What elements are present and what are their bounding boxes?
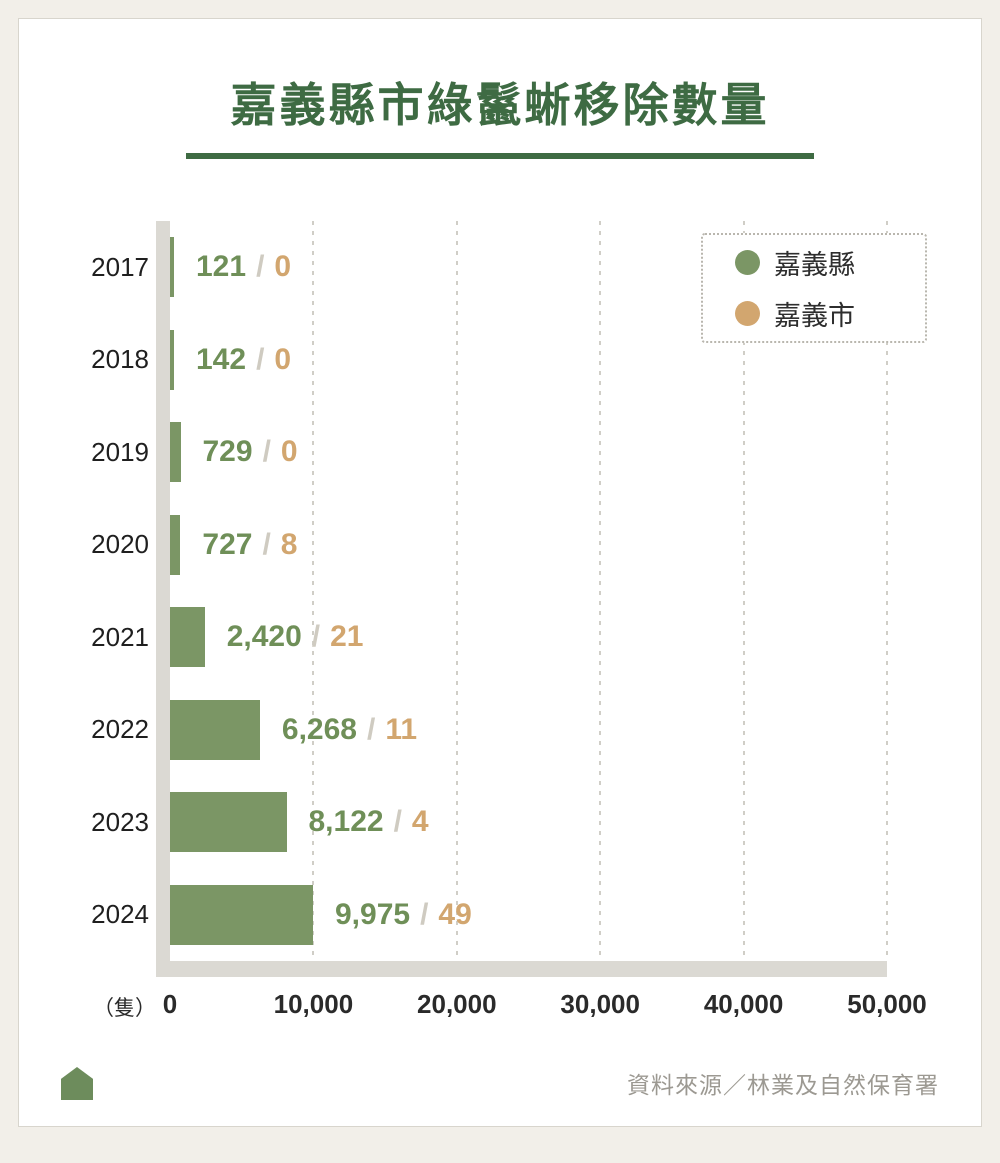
source-text: 資料來源／林業及自然保育署 bbox=[627, 1072, 939, 1098]
value-label: 9,975 / 49 bbox=[335, 898, 472, 932]
county-bar bbox=[170, 699, 260, 760]
county-bar bbox=[170, 514, 181, 575]
legend-dot bbox=[735, 301, 760, 326]
city-value: 4 bbox=[411, 805, 429, 839]
city-value: 49 bbox=[438, 897, 472, 931]
gridline-10,000 bbox=[312, 221, 315, 961]
unit-label: （隻） bbox=[93, 997, 156, 1020]
bar-track: 9,975 / 49 bbox=[170, 884, 983, 945]
chart-row-2022: 2022 6,268 / 11 bbox=[19, 684, 983, 777]
county-value: 727 bbox=[202, 527, 253, 561]
county-value: 121 bbox=[196, 250, 247, 284]
chart-row-2018: 2018 142 / 0 bbox=[19, 314, 983, 407]
county-value: 729 bbox=[202, 435, 253, 469]
legend: 嘉義縣 嘉義市 bbox=[701, 233, 927, 343]
county-bar bbox=[170, 792, 287, 853]
value-slash: / bbox=[311, 620, 321, 654]
year-label: 2022 bbox=[91, 714, 149, 745]
chart-row-2017: 2017 121 / 0 bbox=[19, 221, 983, 314]
county-bar bbox=[170, 607, 205, 668]
city-value: 0 bbox=[280, 435, 298, 469]
x-axis-ticks: （隻） 0 10,000 20,000 30,000 40,000 50,000 bbox=[93, 989, 927, 1029]
house-icon bbox=[61, 1067, 93, 1100]
value-slash: / bbox=[262, 527, 271, 561]
chart-row-2023: 2023 8,122 / 4 bbox=[19, 776, 983, 869]
value-label: 6,268 / 11 bbox=[282, 713, 417, 747]
title-underline bbox=[186, 153, 814, 159]
bar-track: 142 / 0 bbox=[170, 329, 983, 390]
year-label: 2021 bbox=[91, 621, 149, 652]
county-value: 8,122 bbox=[308, 805, 384, 839]
value-label: 142 / 0 bbox=[196, 343, 291, 377]
value-label: 121 / 0 bbox=[196, 250, 291, 284]
year-label: 2023 bbox=[91, 806, 149, 837]
chart-rows: 2017 121 / 0 2018 142 / 0 2019 729 / 0 2020 727 / 8 2021… bbox=[19, 221, 983, 961]
chart-row-2021: 2021 2,420 / 21 bbox=[19, 591, 983, 684]
y-axis-bar bbox=[156, 221, 170, 961]
x-tick-20,000: 20,000 bbox=[417, 989, 497, 1019]
x-axis-bar bbox=[156, 961, 887, 977]
legend-item: 嘉義市 bbox=[735, 294, 925, 333]
year-label: 2020 bbox=[91, 529, 149, 560]
county-value: 142 bbox=[196, 342, 247, 376]
x-tick-50,000: 50,000 bbox=[847, 989, 927, 1019]
value-slash: / bbox=[366, 712, 376, 746]
legend-items: 嘉義縣 嘉義市 bbox=[735, 243, 925, 333]
value-label: 2,420 / 21 bbox=[227, 620, 364, 654]
infographic-card: 嘉義縣市綠鬣蜥移除數量 2017 121/0 2018 142/0 2019 729/0 2… bbox=[18, 18, 982, 1127]
x-tick-40,000: 40,000 bbox=[703, 989, 784, 1019]
bar-track: 727 / 8 bbox=[170, 514, 983, 575]
value-slash: / bbox=[256, 250, 265, 284]
footer: 資料來源／林業及自然保育署 bbox=[19, 1066, 981, 1100]
legend-label: 嘉義市 bbox=[774, 301, 855, 331]
year-label: 2024 bbox=[91, 899, 149, 930]
legend-dot bbox=[735, 250, 760, 275]
county-value: 6,268 bbox=[281, 712, 357, 746]
bar-track: 2,420 / 21 bbox=[170, 607, 983, 668]
chart-row-2020: 2020 727 / 8 bbox=[19, 499, 983, 592]
city-value: 21 bbox=[330, 620, 364, 654]
value-slash: / bbox=[256, 342, 265, 376]
value-slash: / bbox=[420, 897, 429, 931]
gridline-40,000 bbox=[742, 221, 745, 961]
plot-area bbox=[170, 221, 888, 961]
value-slash: / bbox=[262, 435, 271, 469]
city-value: 0 bbox=[274, 250, 292, 284]
gridline-30,000 bbox=[599, 221, 602, 961]
year-label: 2017 bbox=[91, 251, 149, 282]
city-value: 0 bbox=[274, 342, 292, 376]
value-label: 727 / 8 bbox=[202, 528, 297, 562]
value-label: 729 / 0 bbox=[203, 435, 298, 469]
county-value: 9,975 bbox=[335, 897, 411, 931]
gridline-50,000 bbox=[886, 221, 888, 961]
value-label: 8,122 / 4 bbox=[309, 805, 429, 839]
county-bar bbox=[170, 329, 174, 390]
bar-track: 8,122 / 4 bbox=[170, 792, 983, 853]
county-value: 2,420 bbox=[226, 620, 302, 654]
city-value: 8 bbox=[280, 527, 298, 561]
county-bar bbox=[170, 422, 181, 483]
county-bar bbox=[170, 237, 174, 298]
bar-track: 729 / 0 bbox=[170, 422, 983, 483]
value-slash: / bbox=[393, 805, 402, 839]
gridline-20,000 bbox=[455, 221, 458, 961]
x-tick-30,000: 30,000 bbox=[560, 989, 640, 1019]
legend-item: 嘉義縣 bbox=[735, 243, 925, 282]
x-tick-0: 0 bbox=[162, 989, 178, 1019]
city-value: 11 bbox=[385, 712, 418, 746]
chart-row-2024: 2024 9,975 / 49 bbox=[19, 869, 983, 962]
x-tick-10,000: 10,000 bbox=[273, 989, 354, 1019]
year-label: 2018 bbox=[91, 344, 149, 375]
bar-track: 6,268 / 11 bbox=[170, 699, 983, 760]
bar-track: 121 / 0 bbox=[170, 237, 983, 298]
legend-label: 嘉義縣 bbox=[774, 250, 855, 280]
page-title: 嘉義縣市綠鬣蜥移除數量 bbox=[230, 79, 770, 131]
bar-chart: 2017 121 / 0 2018 142 / 0 2019 729 / 0 2020 727 / 8 2021… bbox=[19, 221, 981, 1031]
year-label: 2019 bbox=[91, 436, 149, 467]
county-bar bbox=[170, 884, 313, 945]
chart-row-2019: 2019 729 / 0 bbox=[19, 406, 983, 499]
